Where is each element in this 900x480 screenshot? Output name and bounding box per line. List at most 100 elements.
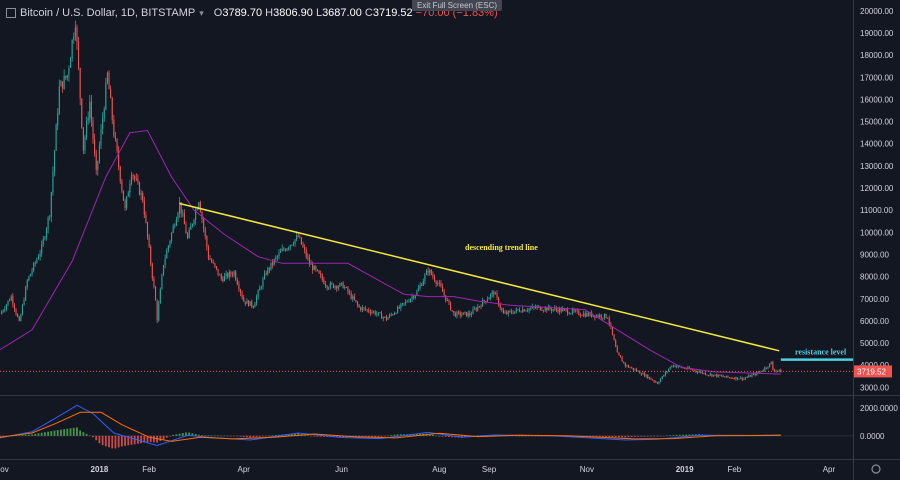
macd-histogram-bar [104, 435, 107, 447]
macd-histogram-bar [149, 435, 152, 442]
macd-histogram-bar [290, 433, 293, 436]
candle-body [615, 340, 617, 347]
candle-body [534, 307, 537, 309]
candle-body [554, 307, 556, 310]
candle-body [275, 257, 277, 260]
candle-body [58, 86, 60, 114]
macd-histogram-bar [172, 434, 175, 436]
candle-body [414, 295, 416, 298]
candle-body [31, 270, 33, 274]
candle-body [433, 277, 436, 282]
candle-body [142, 192, 144, 202]
macd-histogram-bar [601, 435, 604, 438]
macd-histogram-bar [432, 434, 434, 436]
exit-fullscreen-button[interactable]: Exit Full Screen (ESC) [412, 0, 503, 11]
candle-body [624, 362, 626, 366]
macd-histogram-bar [207, 435, 210, 436]
macd-histogram-bar [242, 435, 245, 437]
candle-body [7, 300, 9, 305]
candle-body [397, 307, 399, 314]
candle-body [132, 175, 134, 176]
candle-body [724, 376, 726, 378]
macd-histogram-bar [316, 435, 319, 437]
macd-histogram-bar [377, 435, 380, 437]
candle-body [150, 246, 152, 264]
candle-body [310, 263, 312, 265]
candle-body [124, 200, 126, 209]
candle-body [130, 175, 133, 184]
candle-body [390, 314, 392, 316]
candle-body [753, 373, 755, 375]
candle-body [719, 374, 721, 376]
candle-body [320, 273, 322, 276]
candle-body [514, 311, 516, 314]
macd-histogram-bar [634, 435, 636, 437]
candle-body [635, 369, 638, 372]
macd-histogram-bar [435, 435, 438, 437]
candle-body [113, 119, 115, 136]
candle-body [231, 274, 234, 276]
candle-body [393, 313, 395, 315]
candle-body [135, 178, 137, 180]
candle-body [400, 304, 402, 309]
candle-body [204, 228, 206, 237]
macd-histogram-bar [60, 429, 62, 436]
candle-body [299, 236, 301, 238]
symbol-title[interactable]: Bitcoin / U.S. Dollar, 1D, BITSTAMP [20, 7, 196, 19]
candle-body [276, 256, 278, 258]
macd-histogram-bar [217, 435, 219, 437]
candle-body [377, 312, 379, 314]
candle-body [757, 372, 759, 373]
candle-body [560, 308, 562, 312]
macd-histogram-bar [371, 435, 373, 437]
candle-body [437, 283, 439, 285]
candle-body [288, 247, 290, 249]
price-axis-label: 13000.00 [860, 162, 894, 171]
candle-body [464, 312, 466, 313]
macd-histogram-bar [226, 435, 229, 437]
candle-body [518, 309, 521, 312]
dropdown-chevron-icon[interactable]: ▾ [199, 7, 204, 18]
macd-histogram-bar [210, 435, 213, 437]
candle-body [701, 371, 703, 374]
candle-body [177, 213, 179, 220]
macd-histogram-bar [383, 435, 386, 437]
candle-body [544, 307, 546, 311]
candle-body [509, 310, 511, 312]
candle-body [647, 374, 649, 379]
candle-body [162, 265, 165, 275]
candle-body [557, 309, 559, 313]
candle-body [334, 286, 336, 288]
macd-histogram-bar [82, 432, 85, 436]
macd-histogram-bar [153, 435, 155, 443]
time-axis-label: Nov [0, 465, 9, 474]
candle-body [174, 225, 176, 227]
candle-body [409, 298, 412, 302]
candle-body [451, 310, 453, 312]
macd-histogram-bar [188, 432, 191, 436]
macd-histogram-bar [322, 435, 325, 437]
settings-gear-icon[interactable] [871, 464, 881, 474]
chart-icon[interactable] [6, 8, 16, 18]
candle-body [720, 375, 723, 377]
macd-histogram-bar [124, 435, 126, 446]
macd-histogram-bar [197, 434, 200, 436]
macd-histogram-bar [204, 435, 207, 436]
macd-histogram-bar [143, 435, 146, 443]
candle-body [98, 145, 100, 162]
candle-body [507, 310, 509, 314]
macd-histogram-bar [595, 435, 598, 438]
macd-histogram-bar [451, 435, 454, 438]
candle-body [63, 75, 65, 89]
macd-axis-label: 0.0000 [860, 432, 885, 441]
candle-body [350, 292, 352, 299]
candle-body [698, 372, 700, 373]
candle-body [233, 271, 235, 276]
candle-body [106, 72, 108, 83]
macd-histogram-bar [653, 435, 656, 437]
macd-histogram-bar [287, 434, 290, 436]
macd-histogram-bar [223, 435, 226, 437]
candle-body [664, 372, 666, 376]
